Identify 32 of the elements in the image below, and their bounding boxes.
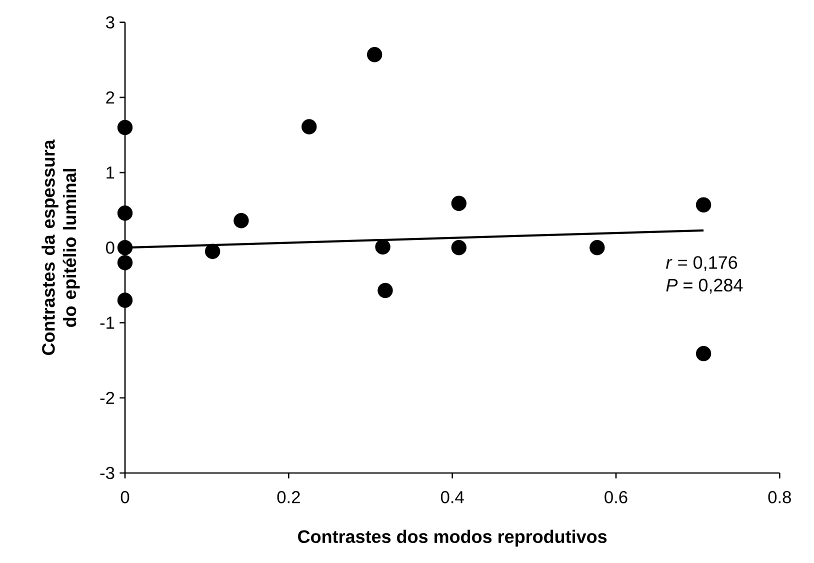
x-tick-label: 0.2 — [277, 491, 300, 504]
x-tick-label: 0 — [120, 491, 130, 504]
point — [378, 282, 393, 298]
y-tick-label: 0 — [106, 242, 114, 254]
y-tick-label: -3 — [100, 466, 114, 480]
point — [451, 240, 466, 256]
point — [204, 244, 220, 260]
point — [451, 196, 466, 211]
point — [234, 213, 249, 228]
annotation: P = 0,284 — [666, 278, 743, 294]
x-axis-title: Contrastes dos modos reprodutivos — [298, 530, 607, 547]
annotation: r = 0,176 — [666, 256, 738, 271]
point — [117, 255, 133, 270]
y-tick-label: 3 — [106, 16, 114, 28]
x-tick-label: 0.8 — [768, 491, 791, 504]
point — [366, 47, 382, 62]
point — [117, 240, 133, 256]
point — [696, 197, 712, 212]
point — [117, 292, 133, 308]
y-tick-label: -1 — [100, 316, 114, 329]
point — [117, 206, 133, 221]
y-axis-title: Contrastes da espessura do epitélio luminal — [42, 140, 80, 355]
x-tick-label: 0.4 — [440, 491, 464, 504]
y-tick-label: 2 — [106, 91, 114, 104]
point — [375, 239, 390, 255]
point — [302, 119, 317, 134]
y-tick-label: 1 — [106, 166, 114, 179]
x-tick-label: 0.6 — [604, 491, 628, 504]
y-tick-label: -2 — [100, 392, 114, 404]
point — [696, 346, 712, 362]
point — [117, 120, 133, 136]
point — [590, 240, 605, 256]
